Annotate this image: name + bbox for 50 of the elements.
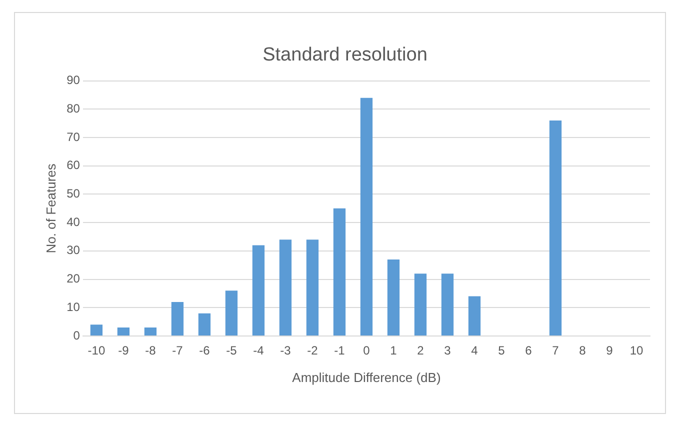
y-tick-label: 0 bbox=[73, 328, 80, 342]
bar bbox=[468, 296, 481, 336]
bar bbox=[414, 274, 427, 336]
x-tick-label: 2 bbox=[417, 344, 424, 358]
bar bbox=[306, 240, 319, 336]
y-tick-label: 10 bbox=[66, 300, 80, 314]
x-tick-label: -5 bbox=[226, 344, 238, 358]
bar bbox=[333, 208, 346, 336]
y-tick-label: 40 bbox=[66, 214, 80, 229]
bar bbox=[387, 259, 400, 336]
x-tick-label: 9 bbox=[606, 344, 614, 358]
bar bbox=[225, 290, 238, 336]
y-tick-label: 60 bbox=[66, 158, 80, 172]
x-tick-label: -3 bbox=[280, 344, 292, 358]
x-tick-label: -2 bbox=[307, 344, 318, 358]
bar bbox=[279, 240, 292, 336]
bar bbox=[144, 327, 157, 336]
bar bbox=[360, 98, 373, 336]
x-tick-label: -8 bbox=[145, 344, 156, 358]
x-tick-label: -10 bbox=[88, 344, 106, 358]
y-tick-label: 80 bbox=[66, 101, 80, 116]
x-tick-label: -9 bbox=[118, 344, 130, 358]
x-tick-label: -6 bbox=[199, 344, 210, 358]
x-tick-label: 8 bbox=[579, 344, 586, 358]
y-tick-label: 90 bbox=[66, 73, 80, 88]
x-tick-label: -1 bbox=[334, 344, 346, 358]
y-tick-label: 50 bbox=[66, 186, 80, 201]
x-tick-label: 7 bbox=[552, 344, 560, 358]
bar bbox=[117, 327, 130, 336]
y-tick-label: 20 bbox=[66, 272, 80, 286]
x-tick-label: -7 bbox=[172, 344, 184, 358]
bar bbox=[171, 302, 184, 336]
bar bbox=[252, 245, 265, 336]
y-tick-label: 30 bbox=[66, 243, 80, 258]
y-tick-label: 70 bbox=[66, 130, 80, 144]
x-tick-label: 10 bbox=[630, 344, 644, 358]
x-tick-label: -4 bbox=[253, 344, 264, 358]
y-axis-title: No. of Features bbox=[43, 163, 58, 254]
x-tick-label: 5 bbox=[498, 344, 506, 358]
x-tick-label: 4 bbox=[471, 344, 478, 358]
x-tick-label: 3 bbox=[444, 344, 452, 358]
x-tick-label: 6 bbox=[525, 344, 532, 358]
bar bbox=[90, 324, 103, 336]
bar bbox=[441, 274, 454, 336]
x-tick-label: 0 bbox=[363, 344, 370, 358]
x-tick-label: 1 bbox=[390, 344, 398, 358]
x-axis-title: Amplitude Difference (dB) bbox=[292, 370, 441, 385]
chart-title: Standard resolution bbox=[262, 44, 428, 66]
bar bbox=[198, 313, 211, 336]
bar bbox=[549, 120, 562, 336]
